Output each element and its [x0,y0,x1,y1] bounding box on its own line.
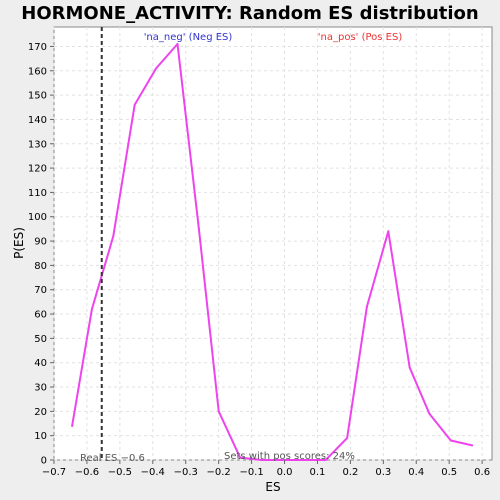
x-tick-label: −0.3 [174,467,198,478]
y-tick-label: 160 [28,66,47,77]
real-es-label: Real ES −0.6 [80,453,145,464]
x-axis: −0.7 −0.6 −0.5 −0.4 −0.3 −0.2 −0.1 0.0 0.1 0.2 0.3… [42,460,490,478]
density-point [408,366,411,369]
x-tick-label: 0.6 [474,467,490,478]
y-tick-label: 0 [41,456,47,467]
x-tick-label: −0.1 [239,467,263,478]
grid-lines [53,27,492,461]
pos-es-label: 'na_pos' (Pos ES) [318,32,403,43]
density-point [428,412,431,415]
neg-es-label: 'na_neg' (Neg ES) [144,32,233,43]
chart-title: HORMONE_ACTIVITY: Random ES distribution [21,3,478,24]
y-tick-label: 110 [28,188,47,199]
density-line [71,43,473,461]
x-tick-label: 0.0 [277,467,293,478]
y-tick-label: 20 [34,407,47,418]
x-tick-label: 0.2 [342,467,358,478]
density-point [324,459,327,461]
x-tick-label: −0.2 [207,467,231,478]
y-axis-label: P(ES) [12,227,26,259]
density-point [176,43,179,46]
y-tick-label: 140 [28,115,47,126]
density-point [112,235,115,238]
x-tick-label: 0.4 [408,467,424,478]
y-tick-label: 100 [28,212,47,223]
density-point [471,444,474,447]
density-point [155,67,158,70]
y-tick-label: 80 [34,261,47,272]
density-point [346,437,349,440]
density-point [71,424,74,427]
density-point [365,305,368,308]
y-tick-label: 120 [28,164,47,175]
x-tick-label: 0.3 [375,467,391,478]
density-point [260,459,263,461]
y-tick-label: 70 [34,285,47,296]
density-point [133,103,136,106]
x-tick-label: −0.4 [141,467,165,478]
y-tick-label: 60 [34,310,47,321]
y-tick-label: 130 [28,139,47,150]
density-point [387,230,390,233]
density-point [449,439,452,442]
y-tick-label: 170 [28,42,47,53]
y-tick-label: 50 [34,334,47,345]
y-tick-label: 150 [28,91,47,102]
y-tick-label: 40 [34,358,47,369]
y-tick-label: 10 [34,431,47,442]
x-tick-label: −0.5 [108,467,132,478]
density-point [303,459,306,461]
y-tick-label: 30 [34,383,47,394]
density-point [239,456,242,459]
density-point [197,227,200,230]
x-tick-label: 0.1 [310,467,326,478]
series-layer [71,43,474,461]
y-axis: 0 10 20 30 40 50 60 70 80 90 100 110 120 130 140 150 160… [28,42,54,467]
x-tick-label: −0.6 [75,467,99,478]
y-tick-label: 90 [34,237,47,248]
x-tick-label: 0.5 [441,467,457,478]
pos-scores-label: Sets with pos scores: 24% [224,451,355,462]
density-point [217,410,220,413]
x-axis-label: ES [265,480,280,494]
x-tick-label: −0.7 [42,467,66,478]
density-point [90,308,93,311]
